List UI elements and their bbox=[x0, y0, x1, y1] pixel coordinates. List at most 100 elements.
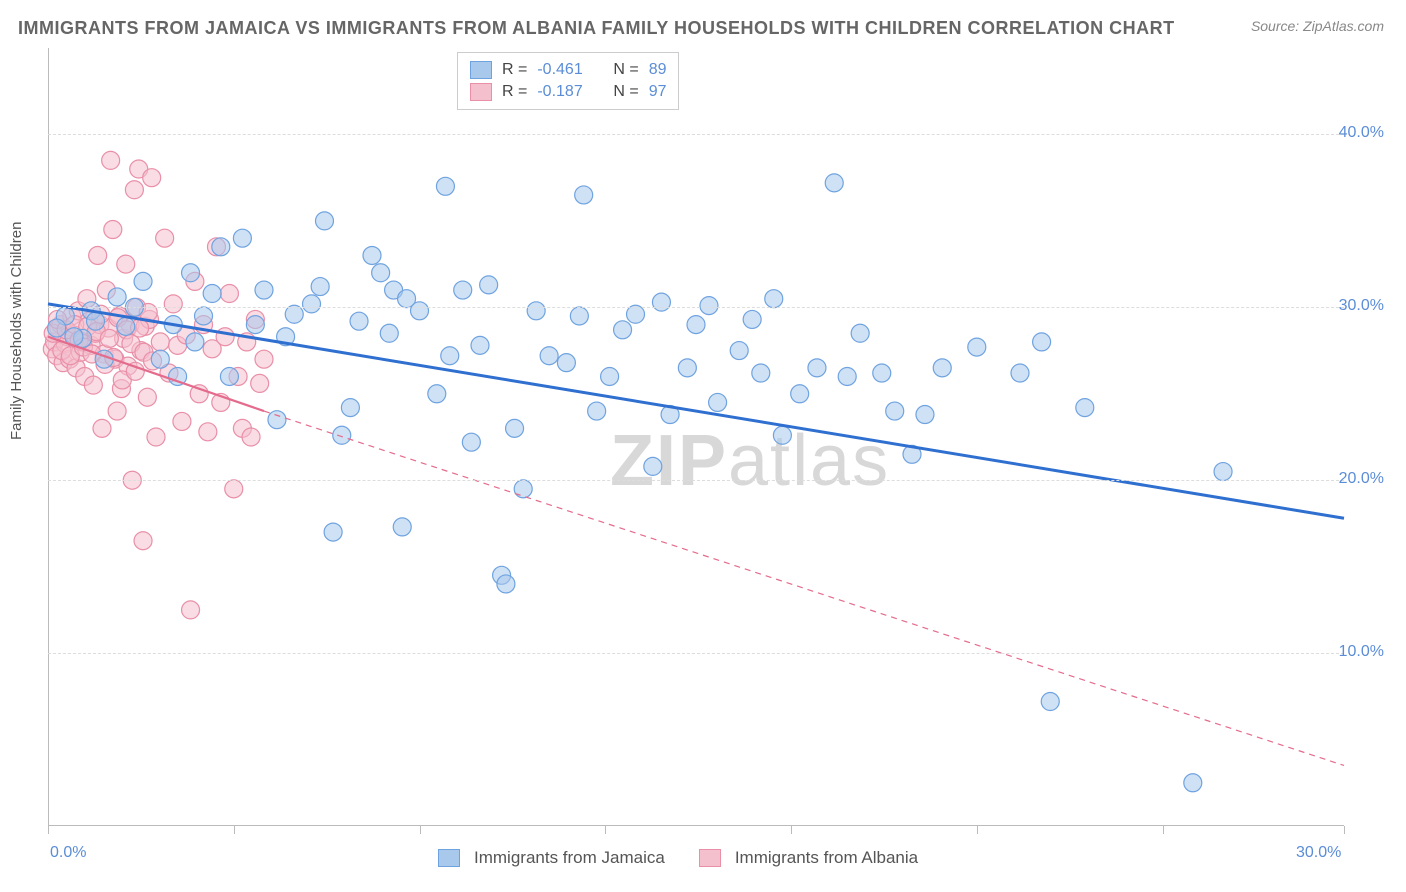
scatter-point bbox=[143, 169, 161, 187]
scatter-point bbox=[311, 278, 329, 296]
scatter-point bbox=[765, 290, 783, 308]
scatter-point bbox=[838, 367, 856, 385]
scatter-point bbox=[773, 426, 791, 444]
x-tick-label: 30.0% bbox=[1296, 844, 1341, 862]
x-tick bbox=[791, 826, 792, 834]
scatter-point bbox=[570, 307, 588, 325]
y-tick-label: 30.0% bbox=[1339, 297, 1384, 315]
scatter-point bbox=[156, 229, 174, 247]
scatter-point bbox=[873, 364, 891, 382]
scatter-point bbox=[1184, 774, 1202, 792]
scatter-point bbox=[687, 316, 705, 334]
scatter-point bbox=[506, 419, 524, 437]
scatter-point bbox=[743, 310, 761, 328]
scatter-point bbox=[514, 480, 532, 498]
r-label: R = bbox=[502, 83, 527, 101]
legend-series: Immigrants from Jamaica Immigrants from A… bbox=[438, 848, 938, 868]
x-tick-label: 0.0% bbox=[50, 844, 86, 862]
legend-series-label: Immigrants from Jamaica bbox=[474, 848, 665, 868]
scatter-point bbox=[601, 367, 619, 385]
x-tick bbox=[1344, 826, 1345, 834]
chart-svg bbox=[48, 48, 1344, 826]
scatter-point bbox=[557, 354, 575, 372]
scatter-point bbox=[242, 428, 260, 446]
scatter-point bbox=[84, 376, 102, 394]
scatter-point bbox=[363, 246, 381, 264]
scatter-point bbox=[480, 276, 498, 294]
chart-title: IMMIGRANTS FROM JAMAICA VS IMMIGRANTS FR… bbox=[18, 18, 1175, 39]
gridline bbox=[48, 134, 1344, 135]
scatter-point bbox=[324, 523, 342, 541]
scatter-point bbox=[134, 272, 152, 290]
scatter-point bbox=[886, 402, 904, 420]
x-tick bbox=[420, 826, 421, 834]
scatter-point bbox=[652, 293, 670, 311]
scatter-point bbox=[575, 186, 593, 204]
scatter-point bbox=[700, 297, 718, 315]
scatter-point bbox=[614, 321, 632, 339]
scatter-point bbox=[134, 532, 152, 550]
scatter-point bbox=[462, 433, 480, 451]
x-tick bbox=[977, 826, 978, 834]
scatter-point bbox=[89, 246, 107, 264]
scatter-point bbox=[199, 423, 217, 441]
scatter-point bbox=[1041, 693, 1059, 711]
r-label: R = bbox=[502, 61, 527, 79]
scatter-point bbox=[441, 347, 459, 365]
scatter-point bbox=[350, 312, 368, 330]
scatter-point bbox=[454, 281, 472, 299]
scatter-point bbox=[182, 264, 200, 282]
scatter-point bbox=[1033, 333, 1051, 351]
scatter-point bbox=[752, 364, 770, 382]
x-tick bbox=[1163, 826, 1164, 834]
r-value: -0.187 bbox=[537, 83, 593, 101]
scatter-point bbox=[393, 518, 411, 536]
scatter-point bbox=[195, 307, 213, 325]
trend-line-extrapolated bbox=[264, 411, 1344, 765]
scatter-point bbox=[220, 285, 238, 303]
scatter-point bbox=[138, 388, 156, 406]
gridline bbox=[48, 653, 1344, 654]
scatter-point bbox=[1214, 463, 1232, 481]
scatter-point bbox=[678, 359, 696, 377]
x-tick bbox=[234, 826, 235, 834]
y-axis-label: Family Households with Children bbox=[8, 222, 25, 440]
scatter-point bbox=[117, 255, 135, 273]
scatter-point bbox=[933, 359, 951, 377]
legend-swatch bbox=[470, 83, 492, 101]
n-value: 89 bbox=[649, 61, 667, 79]
scatter-point bbox=[246, 316, 264, 334]
scatter-point bbox=[411, 302, 429, 320]
scatter-point bbox=[303, 295, 321, 313]
scatter-point bbox=[968, 338, 986, 356]
scatter-point bbox=[497, 575, 515, 593]
scatter-point bbox=[916, 406, 934, 424]
scatter-point bbox=[436, 177, 454, 195]
scatter-point bbox=[48, 319, 66, 337]
n-value: 97 bbox=[649, 83, 667, 101]
scatter-point bbox=[220, 367, 238, 385]
scatter-point bbox=[791, 385, 809, 403]
scatter-point bbox=[709, 393, 727, 411]
scatter-point bbox=[108, 402, 126, 420]
scatter-point bbox=[125, 181, 143, 199]
scatter-point bbox=[117, 317, 135, 335]
scatter-point bbox=[527, 302, 545, 320]
scatter-point bbox=[1011, 364, 1029, 382]
x-tick bbox=[605, 826, 606, 834]
scatter-point bbox=[251, 374, 269, 392]
legend-correlation: R =-0.461N =89R =-0.187N =97 bbox=[457, 52, 679, 110]
scatter-point bbox=[104, 221, 122, 239]
x-tick bbox=[48, 826, 49, 834]
scatter-point bbox=[225, 480, 243, 498]
scatter-point bbox=[93, 419, 111, 437]
y-tick-label: 10.0% bbox=[1339, 643, 1384, 661]
r-value: -0.461 bbox=[537, 61, 593, 79]
scatter-point bbox=[1076, 399, 1094, 417]
scatter-point bbox=[102, 151, 120, 169]
scatter-point bbox=[147, 428, 165, 446]
scatter-point bbox=[315, 212, 333, 230]
scatter-point bbox=[108, 288, 126, 306]
scatter-point bbox=[372, 264, 390, 282]
legend-series-label: Immigrants from Albania bbox=[735, 848, 918, 868]
